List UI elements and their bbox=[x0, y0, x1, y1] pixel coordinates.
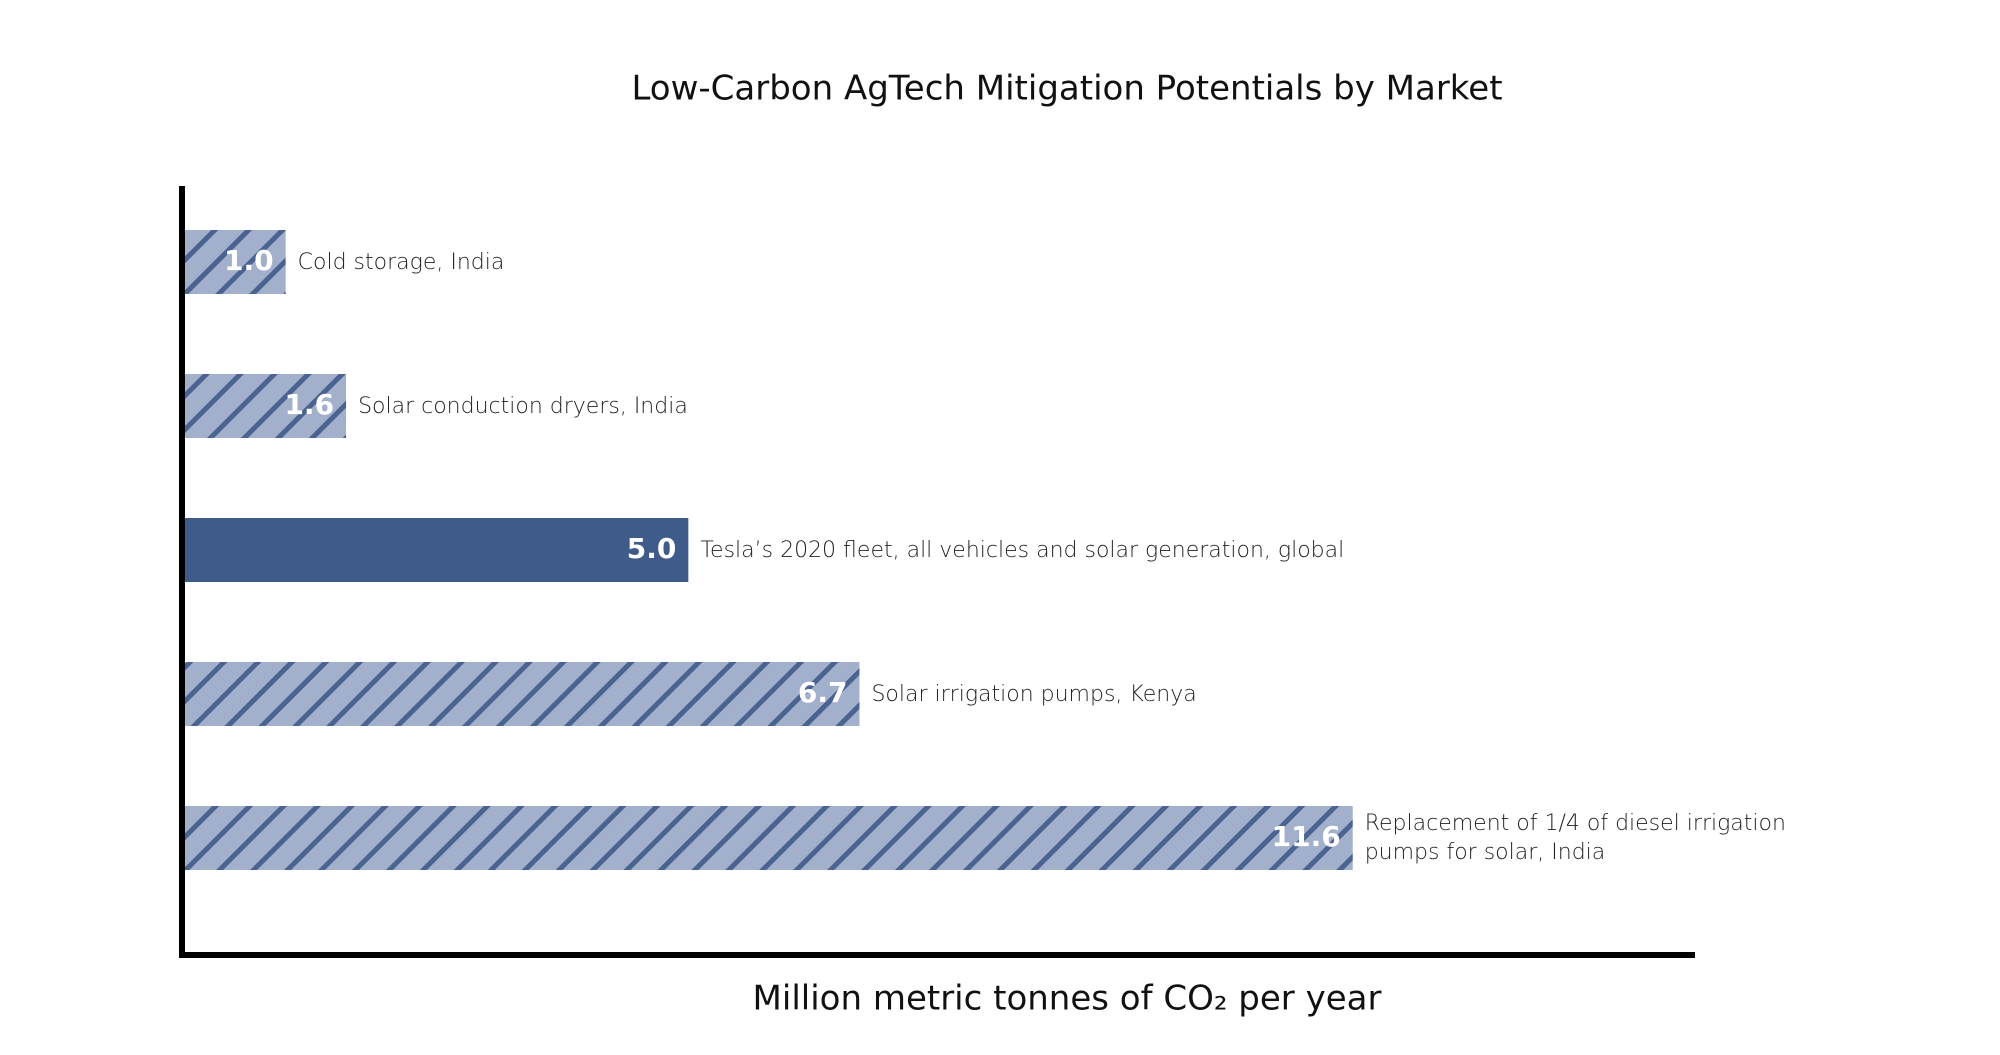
category-label-box: Tesla’s 2020 fleet, all vehicles and sol… bbox=[700, 510, 1700, 590]
value-label: 6.7 bbox=[798, 676, 848, 709]
bar bbox=[185, 518, 689, 582]
bar bbox=[185, 662, 860, 726]
category-label-wrap: Cold storage, India bbox=[298, 222, 1298, 302]
category-label-wrap: Tesla’s 2020 fleet, all vehicles and sol… bbox=[700, 510, 1700, 590]
value-label: 1.0 bbox=[224, 244, 274, 277]
category-label: Replacement of 1/4 of diesel irrigation … bbox=[1364, 811, 1786, 865]
bar bbox=[185, 374, 347, 438]
category-label-wrap: Solar irrigation pumps, Kenya bbox=[871, 654, 1871, 734]
value-label: 11.6 bbox=[1272, 820, 1341, 853]
bar bbox=[185, 230, 286, 294]
value-label: 5.0 bbox=[627, 532, 677, 565]
value-label: 1.6 bbox=[284, 388, 334, 421]
category-label-wrap: Solar conduction dryers, India bbox=[358, 366, 1358, 446]
category-label-box: Replacement of 1/4 of diesel irrigation … bbox=[1365, 798, 1825, 878]
category-label-wrap: Replacement of 1/4 of diesel irrigation … bbox=[1365, 798, 1825, 878]
chart-title: Low-Carbon AgTech Mitigation Potentials … bbox=[631, 69, 1502, 109]
category-label: Solar irrigation pumps, Kenya bbox=[871, 681, 1197, 707]
category-label-box: Solar irrigation pumps, Kenya bbox=[871, 654, 1871, 734]
category-label-box: Cold storage, India bbox=[298, 222, 1298, 302]
category-label: Tesla’s 2020 fleet, all vehicles and sol… bbox=[700, 537, 1345, 563]
category-label: Cold storage, India bbox=[297, 249, 505, 275]
bar bbox=[185, 806, 1353, 870]
x-axis-label: Million metric tonnes of CO₂ per year bbox=[753, 979, 1382, 1019]
category-label: Solar conduction dryers, India bbox=[358, 393, 688, 419]
category-label-box: Solar conduction dryers, India bbox=[358, 366, 1358, 446]
